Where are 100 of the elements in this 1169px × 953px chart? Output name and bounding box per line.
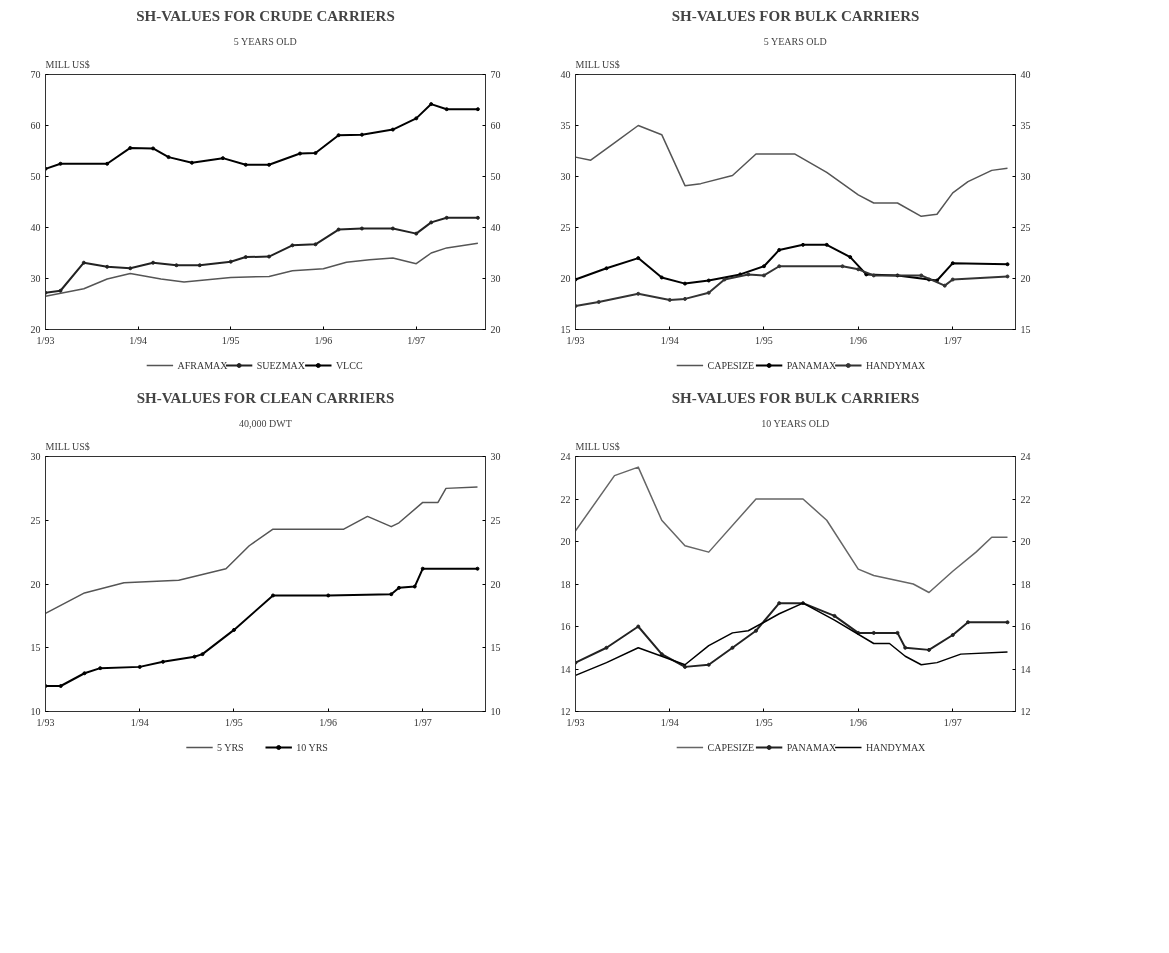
y-axis-title: MILL US$ xyxy=(45,58,90,70)
point xyxy=(128,266,133,271)
chart-subtitle: 5 YEARS OLD xyxy=(233,35,297,47)
point xyxy=(777,247,782,252)
point xyxy=(200,652,205,657)
point xyxy=(267,162,272,167)
point xyxy=(82,671,87,676)
x-tick-label: 1/97 xyxy=(943,334,962,346)
point xyxy=(232,627,236,632)
x-tick-label: 1/95 xyxy=(225,716,243,728)
x-tick-label: 1/95 xyxy=(221,334,240,346)
legend-label: PANAMAX xyxy=(786,360,838,371)
y2-tick-label: 16 xyxy=(1020,621,1031,632)
legend-label: CAPESIZE xyxy=(707,742,755,753)
y-tick-label: 70 xyxy=(30,69,41,80)
point xyxy=(762,273,766,278)
x-tick-label: 1/94 xyxy=(660,334,679,346)
point xyxy=(840,264,845,269)
point xyxy=(298,151,303,156)
point xyxy=(682,296,687,301)
point xyxy=(105,264,110,269)
point xyxy=(777,264,782,269)
point xyxy=(228,259,233,264)
point xyxy=(429,102,434,107)
line-series xyxy=(575,124,1009,218)
chart-subtitle: 40,000 DWT xyxy=(239,417,292,429)
y-tick-label: 35 xyxy=(560,120,571,131)
point xyxy=(659,275,664,280)
y2-tick-label: 25 xyxy=(1020,222,1031,233)
point xyxy=(151,146,156,151)
y-tick-label: 20 xyxy=(30,324,41,335)
legend-label: HANDYMAX xyxy=(865,360,927,371)
y2-tick-label: 10 xyxy=(490,706,501,717)
y-tick-label: 14 xyxy=(560,663,571,675)
y-tick-label: 40 xyxy=(30,222,41,233)
point xyxy=(412,584,417,589)
y-tick-label: 16 xyxy=(560,621,571,632)
point xyxy=(475,215,480,220)
point xyxy=(722,277,727,282)
point xyxy=(682,664,687,669)
point xyxy=(359,226,364,231)
point xyxy=(965,620,970,625)
y-axis-title: MILL US$ xyxy=(575,440,620,452)
legend-label: 10 YRS xyxy=(296,742,328,753)
y2-tick-label: 25 xyxy=(490,514,501,526)
y2-tick-label: 22 xyxy=(1020,493,1031,505)
point xyxy=(950,261,955,266)
point xyxy=(290,243,295,248)
chart-subtitle: 10 YEARS OLD xyxy=(761,417,830,429)
point xyxy=(98,666,103,671)
point xyxy=(475,107,480,112)
x-tick-label: 1/94 xyxy=(660,716,679,728)
y-tick-label: 18 xyxy=(560,578,571,590)
y2-tick-label: 24 xyxy=(1020,451,1031,462)
y-tick-label: 20 xyxy=(30,578,41,590)
point xyxy=(1005,620,1010,625)
y2-tick-label: 12 xyxy=(1020,706,1031,717)
legend-label: HANDYMAX xyxy=(865,742,927,753)
y2-tick-label: 60 xyxy=(490,120,501,131)
point xyxy=(313,242,318,247)
point xyxy=(596,299,601,304)
point xyxy=(667,297,672,302)
point xyxy=(919,273,924,278)
point xyxy=(270,593,275,598)
point xyxy=(706,290,711,295)
legend-label: 5 YRS xyxy=(217,742,244,753)
point xyxy=(950,633,955,637)
point xyxy=(871,273,876,278)
point xyxy=(429,220,434,225)
x-tick-label: 1/94 xyxy=(129,334,148,346)
point xyxy=(336,133,341,138)
point xyxy=(267,254,272,259)
y-tick-label: 10 xyxy=(30,706,41,717)
x-tick-label: 1/94 xyxy=(130,716,149,728)
point xyxy=(824,242,829,247)
y2-tick-label: 50 xyxy=(490,171,501,182)
point xyxy=(1005,274,1010,279)
y-tick-label: 30 xyxy=(560,171,571,182)
x-tick-label: 1/93 xyxy=(36,334,55,346)
y-tick-label: 15 xyxy=(30,642,41,654)
y2-tick-label: 30 xyxy=(1020,171,1031,182)
point xyxy=(58,288,63,293)
point xyxy=(604,266,609,271)
point xyxy=(659,652,664,657)
x-tick-label: 1/97 xyxy=(943,716,962,728)
y-tick-label: 60 xyxy=(30,120,41,131)
y-tick-label: 40 xyxy=(560,69,571,80)
chart-title: SH-VALUES FOR CLEAN CARRIERS xyxy=(136,389,395,406)
point xyxy=(397,585,401,590)
point xyxy=(58,161,63,166)
point xyxy=(636,624,641,629)
point xyxy=(444,215,449,220)
point xyxy=(746,272,751,277)
y-tick-label: 30 xyxy=(30,273,41,284)
y-tick-label: 22 xyxy=(560,493,571,505)
point xyxy=(636,291,641,296)
point xyxy=(871,630,876,635)
point xyxy=(856,267,861,272)
point xyxy=(753,628,758,633)
point xyxy=(1005,262,1010,267)
